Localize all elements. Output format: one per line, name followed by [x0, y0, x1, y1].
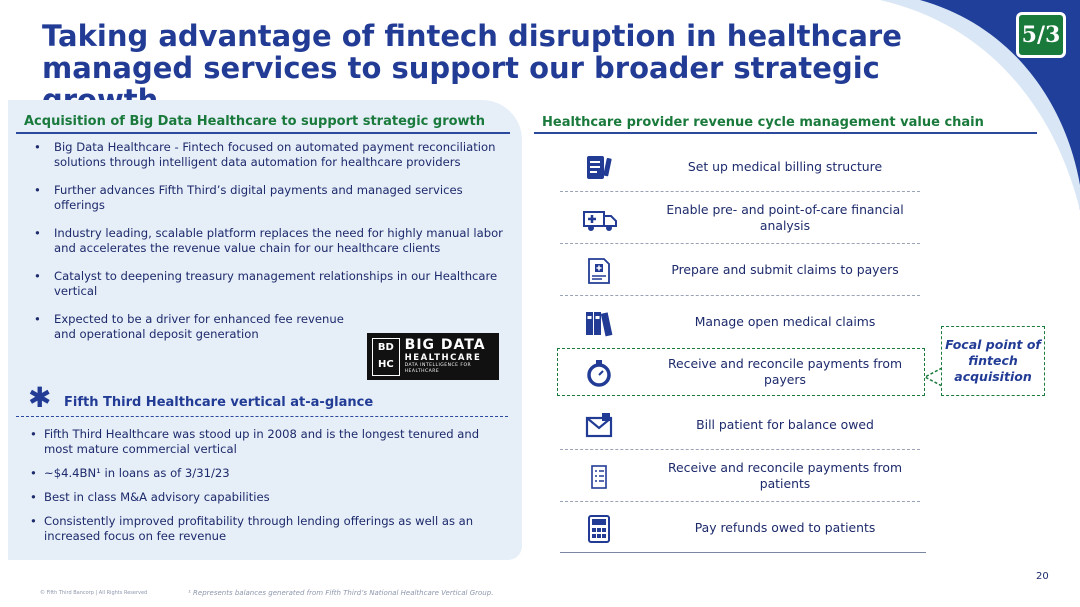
value-chain-step-label: Bill patient for balance owed	[696, 417, 874, 432]
fifth-third-logo: 5/3	[1016, 12, 1066, 58]
value-chain-step: Enable pre- and point-of-care financial …	[560, 196, 925, 240]
value-chain-bottom-rule	[560, 552, 926, 553]
value-chain-separator	[560, 501, 920, 502]
value-chain-step-label: Enable pre- and point-of-care financial …	[666, 202, 904, 233]
value-chain-step: Prepare and submit claims to payers	[560, 248, 925, 292]
acquisition-bullet: Further advances Fifth Third’s digital p…	[32, 183, 512, 213]
value-chain-step: Receive and reconcile payments from pati…	[560, 454, 925, 498]
value-chain-step-label: Pay refunds owed to patients	[694, 520, 876, 535]
page-title: Taking advantage of fintech disruption i…	[42, 19, 902, 116]
bdh-logo-tagline: DATA INTELLIGENCE FOR HEALTHCARE	[404, 363, 472, 374]
value-chain-separator	[560, 449, 920, 450]
value-chain-step: Pay refunds owed to patients	[560, 506, 925, 550]
vertical-bullets: Fifth Third Healthcare was stood up in 2…	[28, 427, 508, 553]
acquisition-bullet: Big Data Healthcare - Fintech focused on…	[32, 140, 512, 170]
value-chain-step-label: Receive and reconcile payments from paye…	[667, 356, 903, 387]
billing-document-icon	[587, 156, 612, 179]
medical-claim-icon	[588, 258, 610, 284]
value-chain-separator	[560, 191, 920, 192]
footnote: ¹ Represents balances generated from Fif…	[188, 589, 494, 597]
value-chain-step-label: Receive and reconcile payments from pati…	[667, 460, 903, 491]
vertical-bullet: ~$4.4BN¹ in loans as of 3/31/23	[28, 466, 508, 481]
checklist-icon	[591, 465, 607, 489]
focal-point-callout: Focal point of fintech acquisition	[941, 326, 1045, 396]
callout-pointer	[923, 367, 943, 387]
value-chain-heading-rule	[534, 132, 1037, 134]
ambulance-icon	[583, 211, 617, 231]
vertical-bullet: Best in class M&A advisory capabilities	[28, 490, 508, 505]
acquisition-heading: Acquisition of Big Data Healthcare to su…	[24, 114, 486, 129]
vertical-bullet: Consistently improved profitability thro…	[28, 514, 508, 544]
value-chain-separator	[560, 243, 920, 244]
acquisition-bullets: Big Data Healthcare - Fintech focused on…	[32, 140, 512, 355]
value-chain-heading: Healthcare provider revenue cycle manage…	[542, 115, 984, 130]
page-number: 20	[1036, 571, 1049, 582]
value-chain-step: Set up medical billing structure	[560, 145, 925, 189]
vertical-heading-rule	[16, 416, 508, 417]
acquisition-bullet: Industry leading, scalable platform repl…	[32, 226, 512, 256]
value-chain-step-label: Manage open medical claims	[694, 314, 876, 329]
calculator-icon	[588, 515, 610, 543]
bdh-logo-healthcare: HEALTHCARE	[404, 353, 482, 363]
big-data-healthcare-logo: BD HC BIG DATA HEALTHCARE DATA INTELLIGE…	[367, 333, 499, 380]
value-chain-step: Manage open medical claims	[560, 300, 925, 344]
vertical-bullet: Fifth Third Healthcare was stood up in 2…	[28, 427, 508, 457]
bdh-logo-big: BIG DATA	[404, 337, 486, 353]
copyright: © Fifth Third Bancorp | All Rights Reser…	[40, 590, 148, 596]
acquisition-heading-rule	[16, 132, 510, 134]
value-chain-step-label: Set up medical billing structure	[687, 159, 883, 174]
medical-star-icon: ✱	[28, 381, 52, 414]
bdh-mark-top: BD	[377, 341, 394, 353]
binders-icon	[586, 312, 613, 337]
value-chain-separator	[560, 295, 920, 296]
value-chain-step-focal: Receive and reconcile payments from paye…	[560, 350, 925, 394]
vertical-heading: Fifth Third Healthcare vertical at-a-gla…	[64, 395, 374, 410]
bdh-mark-bottom: HC	[377, 358, 394, 370]
bdh-logo-mark: BD HC	[372, 337, 400, 376]
value-chain-step-label: Prepare and submit claims to payers	[671, 262, 899, 277]
value-chain-step: Bill patient for balance owed	[560, 403, 925, 447]
envelope-icon	[585, 413, 613, 438]
focal-step-highlight	[557, 348, 925, 396]
acquisition-bullet: Catalyst to deepening treasury managemen…	[32, 269, 512, 299]
stopwatch-icon	[587, 360, 611, 387]
acquisition-bullet: Expected to be a driver for enhanced fee…	[32, 312, 364, 342]
